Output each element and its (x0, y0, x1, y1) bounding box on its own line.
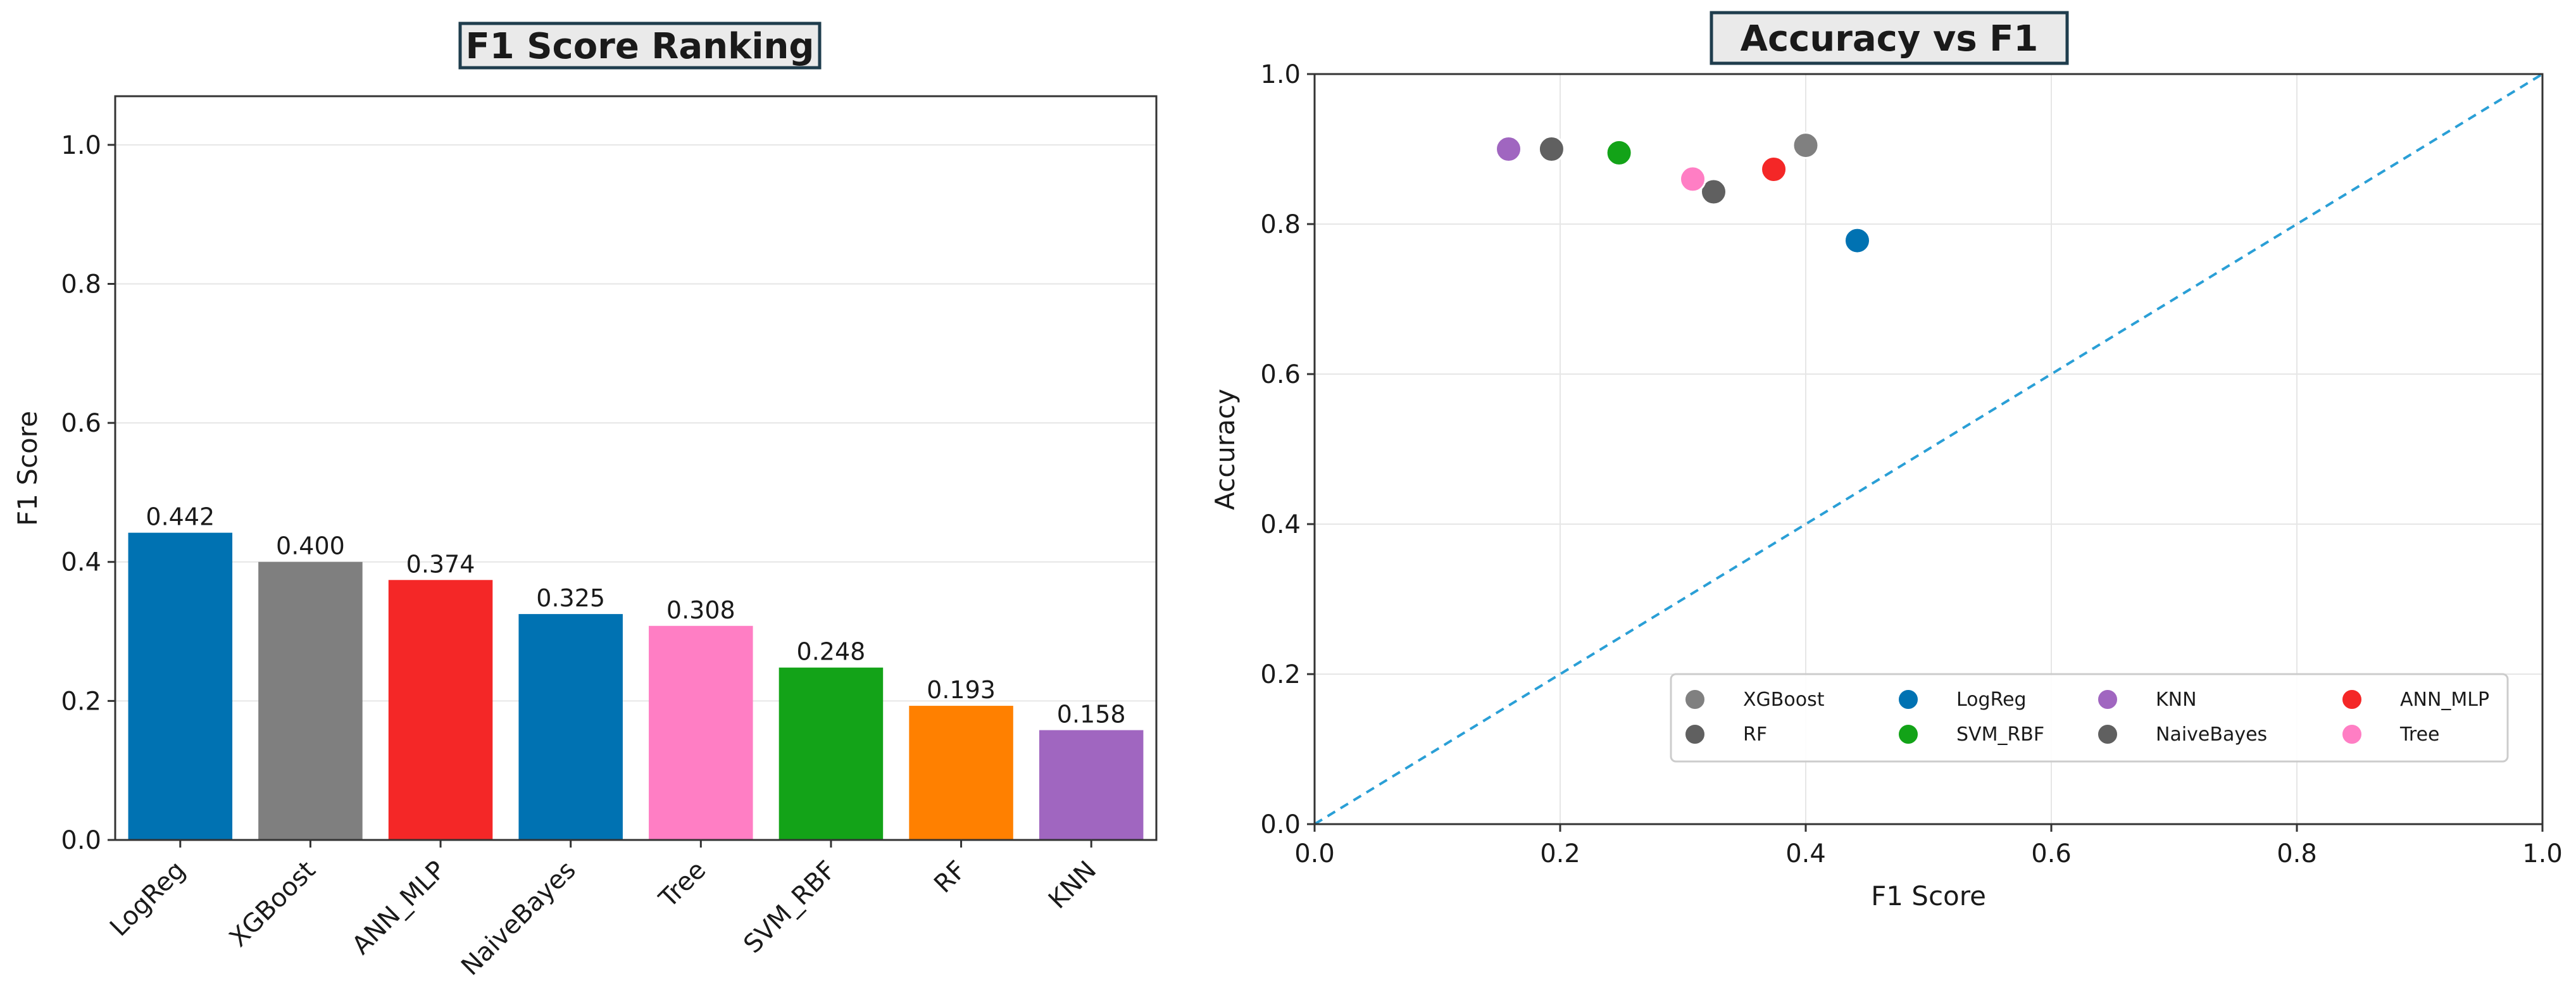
bar-naivebayes (518, 614, 623, 840)
legend-entries: XGBoost RF LogReg SVM_RBF KNN NaiveBayes ANN_M… (1684, 689, 2489, 746)
bar-y-tick-label: 1.0 (61, 131, 101, 160)
scatter-chart: Accuracy vs F1 0.0 0.2 0.4 0.6 0.8 1.0 0.0 0.2… (1210, 11, 2563, 911)
scatter-y-tick-label: 1.0 (1260, 60, 1301, 89)
bar-y-tick-label: 0.6 (61, 409, 101, 438)
diagonal-reference-line (1313, 73, 2544, 825)
legend-marker (1684, 689, 1706, 710)
bar-xgboost (258, 561, 363, 840)
scatter-y-tick-label: 0.0 (1260, 810, 1301, 839)
bar-chart-title-box: F1 Score Ranking (458, 22, 822, 70)
scatter-chart-legend: XGBoost RF LogReg SVM_RBF KNN NaiveBayes ANN_M… (1670, 673, 2509, 763)
bar-x-tick-label: KNN (1043, 856, 1102, 915)
bar-chart-y-ticks: 0.0 0.2 0.4 0.6 0.8 1.0 (61, 131, 115, 855)
legend-marker (1684, 723, 1706, 745)
bar-tree (649, 625, 753, 840)
bar-x-tick-label: LogReg (104, 856, 191, 943)
bar-value-label: 0.400 (276, 532, 345, 560)
bar-y-tick-label: 0.2 (61, 687, 101, 716)
legend-label: XGBoost (1743, 689, 1825, 711)
legend-label: SVM_RBF (1956, 723, 2044, 746)
legend-marker (2341, 723, 2363, 745)
bar-x-tick-label: SVM_RBF (738, 856, 842, 960)
scatter-x-tick-label: 0.8 (2277, 839, 2317, 868)
bar-value-label: 0.308 (666, 596, 735, 624)
bar-chart-bars (128, 532, 1144, 840)
point-xgboost (1792, 132, 1820, 160)
bar-knn (1039, 730, 1144, 840)
scatter-x-tick-label: 0.6 (2031, 839, 2072, 868)
legend-marker (2097, 689, 2118, 710)
bar-ann-mlp (388, 580, 493, 840)
bar-logreg (128, 532, 233, 840)
scatter-chart-title-box: Accuracy vs F1 (1710, 11, 2069, 65)
bar-chart-x-ticks: LogReg XGBoost ANN_MLP NaiveBayes Tree SVM_RB… (104, 840, 1102, 981)
legend-marker (2341, 689, 2363, 710)
bar-svm-rbf (778, 667, 884, 840)
point-ann-mlp (1760, 155, 1788, 183)
point-knn (1495, 135, 1523, 163)
bar-chart-value-labels: 0.442 0.400 0.374 0.325 0.308 0.248 0.193 0.158 (146, 503, 1125, 729)
bar-x-tick-label: XGBoost (224, 856, 322, 953)
scatter-y-tick-label: 0.4 (1260, 510, 1301, 539)
bar-x-tick-label: Tree (653, 856, 711, 914)
scatter-chart-points (1495, 132, 1871, 254)
legend-label: NaiveBayes (2156, 723, 2267, 746)
bar-value-label: 0.442 (146, 503, 215, 531)
scatter-x-tick-label: 1.0 (2522, 839, 2563, 868)
scatter-x-tick-label: 0.4 (1785, 839, 1826, 868)
point-tree (1679, 165, 1707, 193)
scatter-chart-y-ticks: 0.0 0.2 0.4 0.6 0.8 1.0 (1260, 60, 1315, 839)
bar-x-tick-label: NaiveBayes (456, 856, 582, 982)
scatter-y-tick-label: 0.6 (1260, 360, 1301, 389)
bar-x-tick-label: ANN_MLP (347, 856, 452, 961)
legend-frame (1670, 673, 2509, 763)
bar-y-tick-label: 0.4 (61, 548, 101, 577)
bar-chart-title: F1 Score Ranking (466, 26, 815, 67)
scatter-x-tick-label: 0.0 (1294, 839, 1335, 868)
bar-value-label: 0.248 (797, 638, 866, 666)
scatter-x-tick-label: 0.2 (1540, 839, 1580, 868)
legend-marker (1898, 689, 1919, 710)
point-svm-rbf (1605, 139, 1633, 166)
scatter-y-tick-label: 0.2 (1260, 660, 1301, 689)
scatter-chart-x-ticks: 0.0 0.2 0.4 0.6 0.8 1.0 (1294, 824, 2563, 868)
legend-label: LogReg (1956, 689, 2027, 711)
scatter-chart-x-axis-label: F1 Score (1871, 880, 1986, 911)
bar-y-tick-label: 0.0 (61, 826, 101, 855)
point-rf (1537, 135, 1565, 163)
legend-marker (1898, 723, 1919, 745)
bar-rf (909, 706, 1013, 840)
bar-value-label: 0.193 (927, 676, 996, 704)
bar-chart-y-axis-label: F1 Score (12, 411, 43, 526)
legend-label: ANN_MLP (2400, 689, 2489, 711)
bar-value-label: 0.325 (536, 584, 605, 612)
scatter-chart-plot-frame (1313, 73, 2544, 825)
point-naivebayes (1700, 178, 1727, 206)
scatter-y-tick-label: 0.8 (1260, 210, 1301, 239)
bar-chart: F1 Score Ranking 0.442 0.400 0.374 0.325 0.3… (12, 22, 1158, 981)
bar-y-tick-label: 0.8 (61, 270, 101, 299)
scatter-chart-y-axis-label: Accuracy (1210, 389, 1241, 510)
point-logreg (1843, 227, 1871, 254)
bar-value-label: 0.158 (1057, 700, 1126, 728)
legend-label: RF (1743, 723, 1767, 746)
legend-label: Tree (2399, 723, 2440, 746)
legend-label: KNN (2156, 689, 2197, 711)
bar-chart-plot-frame (114, 95, 1158, 841)
bar-value-label: 0.374 (406, 550, 475, 578)
legend-marker (2097, 723, 2118, 745)
bar-x-tick-label: RF (928, 856, 972, 899)
scatter-chart-title: Accuracy vs F1 (1741, 18, 2039, 59)
